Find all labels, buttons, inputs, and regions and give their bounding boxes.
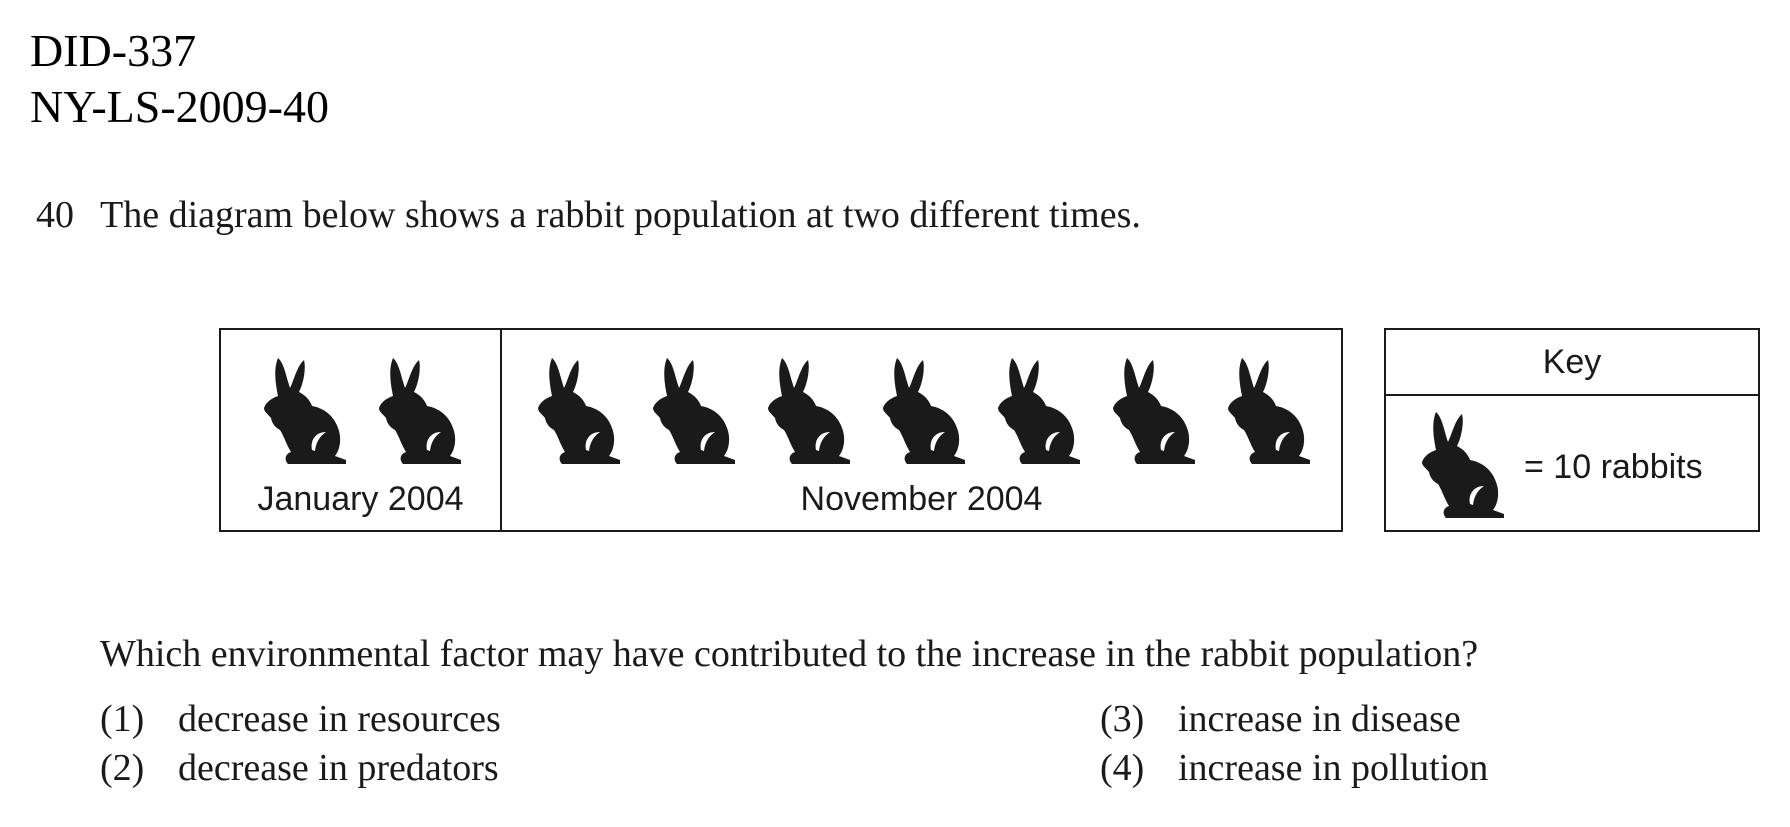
answer-choice-4[interactable]: (4) increase in pollution (1100, 749, 1488, 787)
source-id: NY-LS-2009-40 (30, 81, 329, 132)
population-diagram: January 2004 November 2004 (219, 328, 1343, 532)
rabbit-icon (1416, 408, 1506, 518)
rabbit-icon (1222, 354, 1312, 464)
rabbit-icon (877, 354, 967, 464)
panel-january: January 2004 (221, 330, 500, 530)
choice-number: (2) (100, 747, 145, 789)
answer-choice-3[interactable]: (3) increase in disease (1100, 700, 1461, 738)
question-intro-line: 40 The diagram below shows a rabbit popul… (36, 196, 1141, 234)
document-id: DID-337 (30, 25, 197, 76)
choice-text: decrease in predators (178, 747, 499, 789)
rabbit-icon (762, 354, 852, 464)
rabbit-row (502, 354, 1341, 464)
rabbit-row (221, 354, 500, 464)
answer-choice-2[interactable]: (2) decrease in predators (100, 749, 499, 787)
rabbit-icon (1107, 354, 1197, 464)
key-box: Key = 10 rabbits (1384, 328, 1760, 532)
panel-november: November 2004 (502, 330, 1341, 530)
rabbit-icon (532, 354, 622, 464)
panel-divider (500, 330, 502, 530)
rabbit-icon (258, 354, 348, 464)
panel-label: January 2004 (257, 480, 464, 518)
choice-number: (1) (100, 698, 145, 740)
answer-choice-1[interactable]: (1) decrease in resources (100, 700, 501, 738)
key-title: Key (1386, 330, 1758, 396)
question-intro: The diagram below shows a rabbit populat… (100, 194, 1141, 236)
rabbit-icon (992, 354, 1082, 464)
question-prompt: Which environmental factor may have cont… (100, 633, 1479, 675)
choice-number: (3) (1100, 698, 1145, 740)
key-value: = 10 rabbits (1524, 448, 1703, 486)
question-number: 40 (36, 194, 74, 236)
panel-label: November 2004 (800, 480, 1043, 518)
choice-text: decrease in resources (178, 698, 501, 740)
choice-text: increase in disease (1178, 698, 1461, 740)
choice-number: (4) (1100, 747, 1145, 789)
rabbit-icon (373, 354, 463, 464)
rabbit-icon (647, 354, 737, 464)
choice-text: increase in pollution (1178, 747, 1489, 789)
